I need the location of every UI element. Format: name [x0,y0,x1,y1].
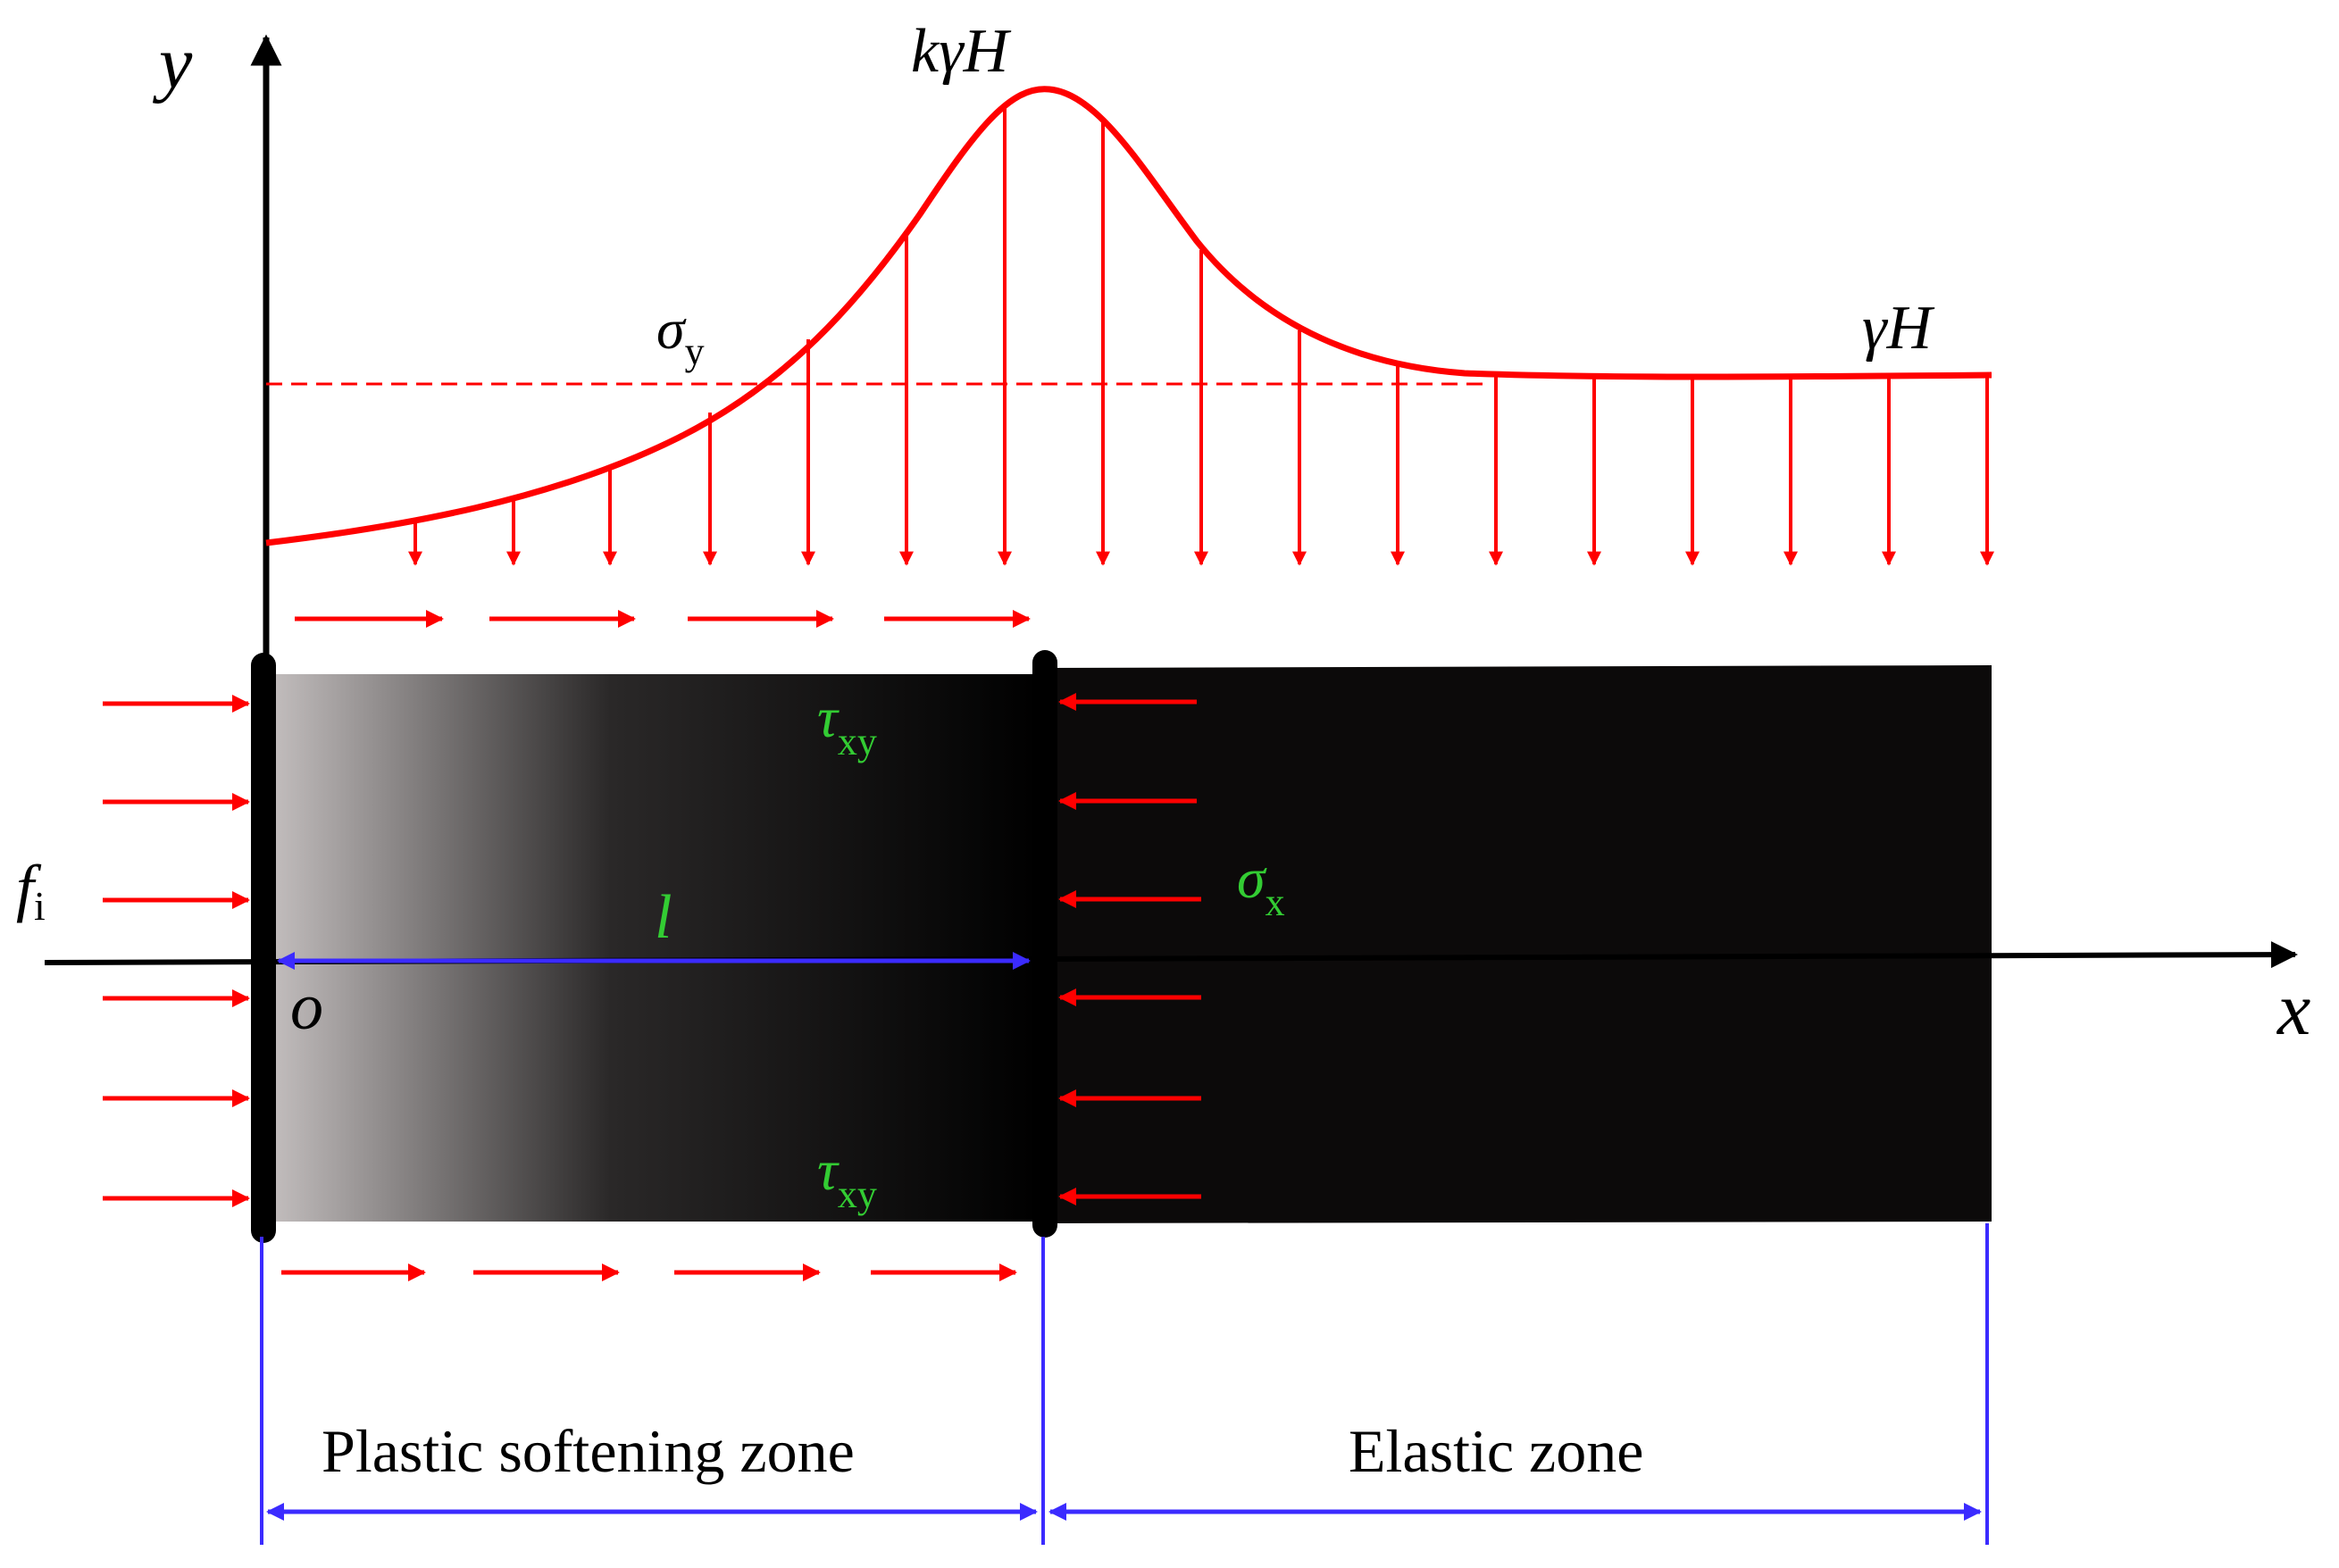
plastic-zone-label: Plastic softening zone [322,1417,855,1485]
elastic-zone-label: Elastic zone [1349,1417,1643,1485]
width-l-label: l [655,883,672,952]
far-field-stress-label: γH [1862,294,1935,363]
tau-xy-top-label: τxy [817,686,877,763]
y-axis-label: y [152,21,193,104]
elastic-zone-body [1040,665,1992,1223]
vertical-load-arrows [408,107,1994,566]
plastic-zone-body [259,674,1040,1222]
vertical-stress-curve [265,86,1992,546]
support-force-label: fi [16,852,46,929]
tau-xy-bottom-label: τxy [817,1138,877,1216]
x-axis-label: x [2276,968,2310,1051]
sigma-y-label: σy [656,297,705,373]
peak-stress-label: kγH [911,17,1012,86]
support-pressure-arrows [103,695,250,1207]
zone-extension-lines [260,1223,1989,1545]
origin-label: o [290,971,323,1044]
sigma-x-label: σx [1237,847,1285,924]
horizontal-stress-arrows [1058,693,1201,1205]
